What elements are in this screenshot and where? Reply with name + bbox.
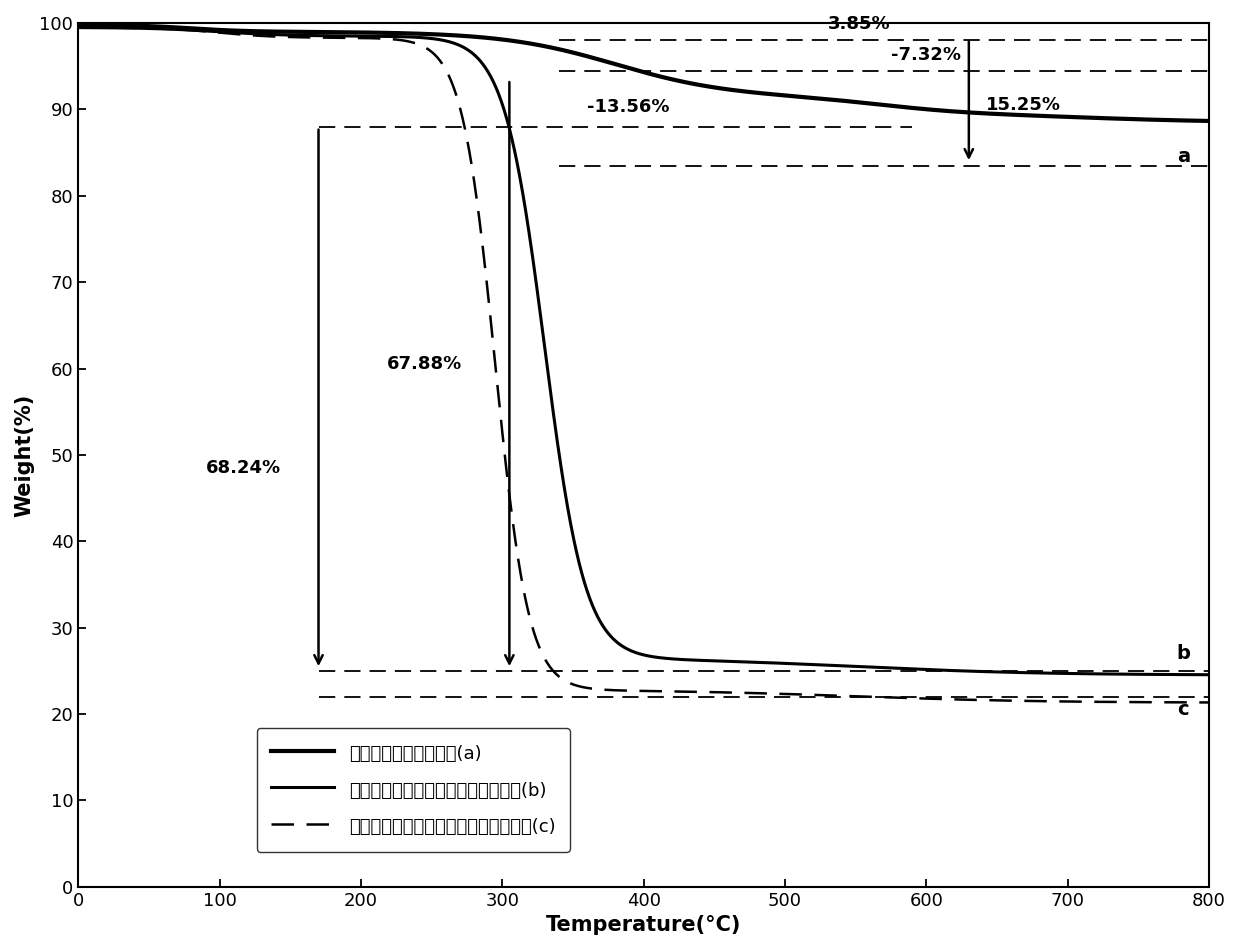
Text: -13.56%: -13.56% bbox=[587, 99, 670, 117]
Text: 68.24%: 68.24% bbox=[206, 459, 280, 476]
Text: b: b bbox=[1177, 644, 1190, 663]
X-axis label: Temperature(°C): Temperature(°C) bbox=[546, 915, 742, 935]
Legend: 花生壳基磁性多级孔碳(a), 花生壳基磁性多级孔碳表面印迹材料(b), 花生壳基磁性多级孔碳表面非印迹材料(c): 花生壳基磁性多级孔碳(a), 花生壳基磁性多级孔碳表面印迹材料(b), 花生壳基… bbox=[257, 728, 570, 852]
Text: 3.85%: 3.85% bbox=[827, 15, 890, 33]
Y-axis label: Weight(%): Weight(%) bbox=[14, 393, 33, 516]
Text: 15.25%: 15.25% bbox=[986, 96, 1060, 114]
Text: -7.32%: -7.32% bbox=[892, 46, 961, 64]
Text: a: a bbox=[1177, 147, 1190, 166]
Text: c: c bbox=[1177, 700, 1188, 719]
Text: 67.88%: 67.88% bbox=[387, 355, 461, 373]
